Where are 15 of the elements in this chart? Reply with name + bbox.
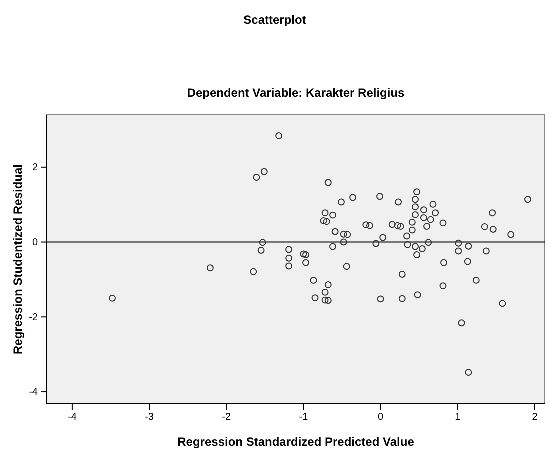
x-tick-label: -3 — [145, 412, 154, 424]
x-tick-label: 2 — [532, 412, 538, 424]
y-axis-title: Regression Studentized Residual — [11, 164, 25, 355]
y-tick-label: 2 — [32, 162, 38, 174]
x-tick-label: -4 — [68, 412, 78, 424]
y-tick-label: 0 — [32, 237, 38, 248]
y-tick-label: -4 — [29, 387, 38, 398]
x-tick-label: 1 — [455, 412, 462, 424]
x-tick-label: 0 — [378, 412, 384, 424]
y-tick-label: -2 — [29, 312, 38, 324]
x-axis-title: Regression Standardized Predicted Value — [178, 435, 415, 449]
chart-subtitle: Dependent Variable: Karakter Religius — [187, 86, 406, 100]
chart-title: Scatterplot — [244, 13, 306, 27]
x-tick-label: -1 — [299, 412, 309, 424]
x-tick-label: -2 — [222, 412, 232, 424]
